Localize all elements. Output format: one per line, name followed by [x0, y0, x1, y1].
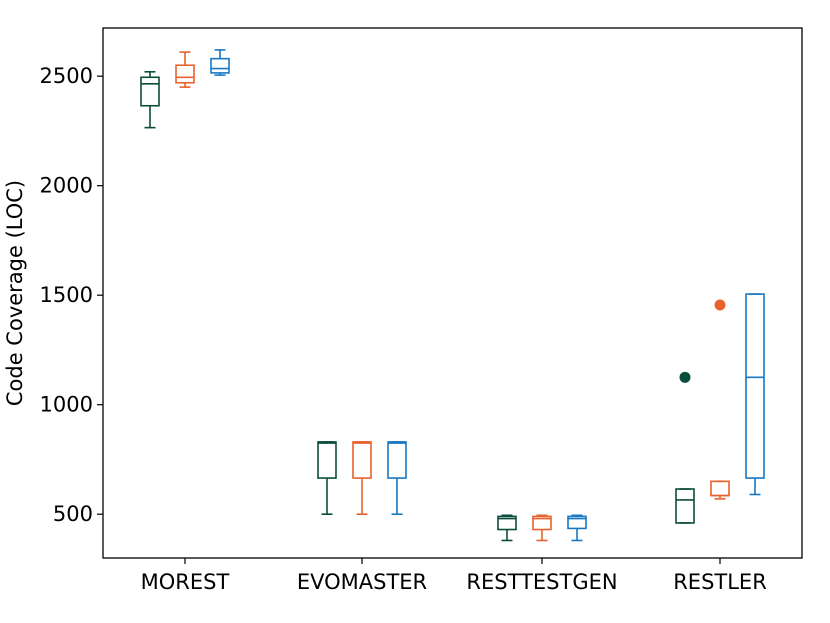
- box-body: [317, 441, 337, 479]
- box-resttestgen-1: [497, 514, 517, 542]
- outlier-point: [714, 299, 726, 311]
- y-tick-label: 1000: [40, 393, 93, 417]
- box-restler-1: [675, 371, 695, 524]
- x-axis: MOREST EVOMASTER RESTTESTGEN RESTLER: [141, 558, 767, 594]
- box-evomaster-3: [387, 441, 407, 515]
- y-tick-label: 2500: [40, 64, 93, 88]
- box-body: [675, 488, 695, 524]
- x-tick-label: MOREST: [141, 570, 230, 594]
- y-axis: 500 1000 1500 2000 2500: [40, 64, 103, 526]
- outlier-point: [679, 371, 691, 383]
- box-body: [140, 76, 160, 107]
- box-restler-2: [710, 299, 730, 500]
- box-resttestgen-2: [532, 514, 552, 542]
- box-body: [175, 64, 195, 84]
- y-tick-label: 500: [53, 502, 93, 526]
- box-body: [497, 515, 517, 531]
- x-tick-label: RESTTESTGEN: [466, 570, 617, 594]
- box-body: [210, 57, 230, 74]
- axes-frame: [102, 27, 803, 559]
- box-body: [710, 480, 730, 497]
- box-body: [352, 441, 372, 479]
- box-body: [387, 441, 407, 479]
- box-body: [745, 293, 765, 479]
- y-tick-label: 2000: [40, 174, 93, 198]
- y-tick-label: 1500: [40, 283, 93, 307]
- x-tick-label: EVOMASTER: [297, 570, 427, 594]
- box-evomaster-1: [317, 441, 337, 515]
- box-body: [567, 515, 587, 530]
- x-tick-label: RESTLER: [673, 570, 767, 594]
- box-resttestgen-3: [567, 514, 587, 542]
- box-morest-3: [210, 49, 230, 76]
- box-morest-1: [140, 71, 160, 129]
- y-axis-label: Code Coverage (LOC): [3, 180, 27, 406]
- box-body: [532, 515, 552, 531]
- box-restler-3: [745, 293, 765, 496]
- plot-area: [140, 49, 765, 542]
- box-morest-2: [175, 51, 195, 88]
- box-evomaster-2: [352, 441, 372, 515]
